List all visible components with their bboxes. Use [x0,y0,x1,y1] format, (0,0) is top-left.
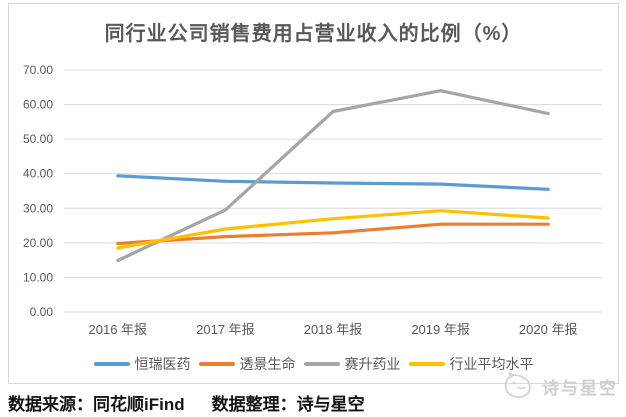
shiyuxingkong-logo-icon [504,372,531,398]
y-axis-tick-label: 60.00 [23,98,53,112]
x-axis-tick-label: 2020 年报 [519,322,578,337]
watermark: 诗与星空 [502,371,618,401]
y-axis-tick-label: 10.00 [23,270,53,284]
legend-item-2: 赛升药业 [303,354,401,374]
data-source-label: 数据来源：同花顺iFind [8,395,185,414]
legend-label: 行业平均水平 [449,356,534,372]
watermark-text: 诗与星空 [542,378,618,398]
legend-marker-icon [303,362,340,366]
caption: 数据来源：同花顺iFind 数据整理：诗与星空 [8,390,365,415]
legend-item-3: 行业平均水平 [408,354,534,374]
chart-title: 同行业公司销售费用占营业收入的比例（%） [104,23,523,45]
chart-container: 同行业公司销售费用占营业收入的比例（%） 0.00 10.00 20.00 30.00… [8,3,619,384]
x-axis-tick-label: 2017 年报 [196,322,255,337]
y-axis-tick-label: 40.00 [23,167,53,181]
legend-label: 透景生命 [239,356,296,372]
y-axis-tick-label: 50.00 [23,132,53,146]
line-chart-plot: 0.00 10.00 20.00 30.00 40.00 50.00 60.00 70.00 2… [23,63,602,337]
series-line-2 [116,89,550,263]
data-editor-label: 数据整理：诗与星空 [211,395,365,414]
x-axis-tick-label: 2019 年报 [411,322,470,337]
legend-marker-icon [198,362,235,366]
x-axis-tick-label: 2016 年报 [89,322,148,337]
y-axis-tick-label: 20.00 [23,236,53,250]
series-line-0 [116,174,550,191]
series-line-3 [116,209,550,250]
series-line-1 [116,222,550,246]
legend-marker-icon [408,362,445,366]
y-axis-tick-label: 0.00 [30,305,54,319]
legend-label: 赛升药业 [344,356,401,372]
x-axis-tick-label: 2018 年报 [304,322,363,337]
y-axis-tick-label: 30.00 [23,201,53,215]
y-axis-tick-label: 70.00 [23,63,53,77]
legend-marker-icon [93,362,130,366]
chart-legend: 恒瑞医药 透景生命 赛升药业 行业平均水平 [9,354,618,374]
legend-item-1: 透景生命 [198,354,296,374]
legend-label: 恒瑞医药 [134,356,191,372]
legend-item-0: 恒瑞医药 [93,354,191,374]
